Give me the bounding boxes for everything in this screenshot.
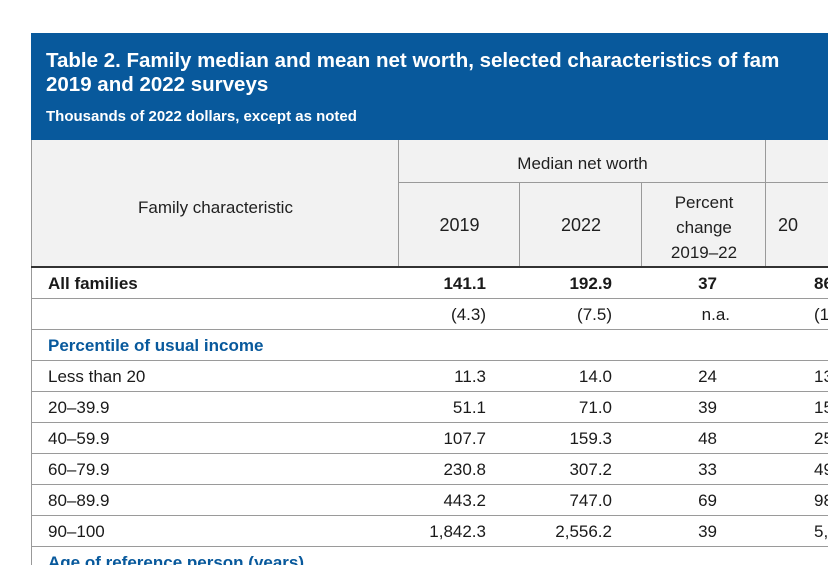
section-heading-age: Age of reference person (years) <box>31 547 828 565</box>
header-divider <box>519 182 520 267</box>
cell-percent: 33 <box>698 460 717 479</box>
cell-partial: 15 <box>814 398 828 417</box>
cell-2022: 14.0 <box>578 367 612 386</box>
cell-percent: 37 <box>698 274 717 293</box>
cell-partial: 25 <box>814 429 828 448</box>
cell-2019: (4.3) <box>451 305 486 324</box>
cell-percent: 24 <box>698 367 717 386</box>
row-label: Less than 20 <box>48 367 146 386</box>
row-divider <box>31 298 828 299</box>
row-divider <box>31 391 828 392</box>
header-bottom-rule <box>31 266 828 268</box>
header-divider <box>765 140 766 267</box>
table-title-line-1: Table 2. Family median and mean net wort… <box>46 49 780 72</box>
row-label: 60–79.9 <box>48 460 110 479</box>
cell-percent: n.a. <box>701 305 730 324</box>
table-row: 20–39.9 51.1 71.0 39 15 <box>31 392 828 423</box>
cell-partial: 86 <box>814 274 828 293</box>
row-label: 80–89.9 <box>48 491 110 510</box>
cell-2022: (7.5) <box>577 305 612 324</box>
row-label: 90–100 <box>48 522 105 541</box>
section-label: Percentile of usual income <box>48 336 264 355</box>
cell-partial: (1 <box>814 305 828 324</box>
header-percent-line-1: Percent <box>674 193 734 212</box>
row-divider <box>31 484 828 485</box>
header-col-partial: 20 <box>778 215 799 235</box>
header-divider <box>641 182 642 267</box>
cell-partial: 98 <box>814 491 828 510</box>
header-family-characteristic: Family characteristic <box>138 198 293 217</box>
cell-percent: 39 <box>698 398 717 417</box>
header-percent-change: Percent change 2019–22 <box>642 190 766 265</box>
section-heading-income: Percentile of usual income <box>31 330 828 361</box>
header-percent-line-3: 2019–22 <box>670 243 738 262</box>
cell-2022: 71.0 <box>578 398 612 417</box>
cell-percent: 39 <box>698 522 717 541</box>
cell-2019: 141.1 <box>443 274 486 293</box>
table-row: 40–59.9 107.7 159.3 48 25 <box>31 423 828 454</box>
row-divider <box>31 329 828 330</box>
cell-2022: 2,556.2 <box>555 522 612 541</box>
table-banner: Table 2. Family median and mean net wort… <box>31 33 828 140</box>
header-col-2019: 2019 <box>439 215 480 235</box>
table-row: 80–89.9 443.2 747.0 69 98 <box>31 485 828 516</box>
row-divider <box>31 453 828 454</box>
table-title: Table 2. Family median and mean net wort… <box>46 49 779 97</box>
row-label: 40–59.9 <box>48 429 110 448</box>
section-label: Age of reference person (years) <box>48 553 305 565</box>
cell-2022: 747.0 <box>569 491 612 510</box>
table-row: Less than 20 11.3 14.0 24 13 <box>31 361 828 392</box>
cell-partial: 13 <box>814 367 828 386</box>
row-divider <box>31 360 828 361</box>
table-row-all-families: All families 141.1 192.9 37 86 <box>31 268 828 299</box>
header-percent-line-2: change <box>676 218 732 237</box>
table-title-line-2: 2019 and 2022 surveys <box>46 73 269 96</box>
cell-2022: 192.9 <box>569 274 612 293</box>
table-header: Family characteristic Median net worth 2… <box>31 140 828 267</box>
cell-percent: 48 <box>698 429 717 448</box>
cell-percent: 69 <box>698 491 717 510</box>
row-divider <box>31 546 828 547</box>
table-row: 90–100 1,842.3 2,556.2 39 5,62 <box>31 516 828 547</box>
table-subtitle: Thousands of 2022 dollars, except as not… <box>46 108 357 125</box>
cell-2019: 51.1 <box>452 398 486 417</box>
cell-partial: 5,62 <box>814 522 828 541</box>
table-row-standard-error: (4.3) (7.5) n.a. (1 <box>31 299 828 330</box>
cell-2019: 1,842.3 <box>429 522 486 541</box>
header-divider <box>398 140 399 267</box>
cell-2022: 307.2 <box>569 460 612 479</box>
header-median-group: Median net worth <box>517 154 648 173</box>
row-label: 20–39.9 <box>48 398 110 417</box>
cell-2019: 443.2 <box>443 491 486 510</box>
header-col-2022: 2022 <box>560 215 602 235</box>
row-label: All families <box>48 274 138 293</box>
cell-2022: 159.3 <box>569 429 612 448</box>
table-frame: Table 2. Family median and mean net wort… <box>31 33 828 565</box>
cell-2019: 230.8 <box>443 460 486 479</box>
row-divider <box>31 422 828 423</box>
cell-2019: 11.3 <box>454 367 486 386</box>
cell-partial: 49 <box>814 460 828 479</box>
header-divider <box>399 182 828 183</box>
table-row: 60–79.9 230.8 307.2 33 49 <box>31 454 828 485</box>
cell-2019: 107.7 <box>443 429 486 448</box>
row-divider <box>31 515 828 516</box>
